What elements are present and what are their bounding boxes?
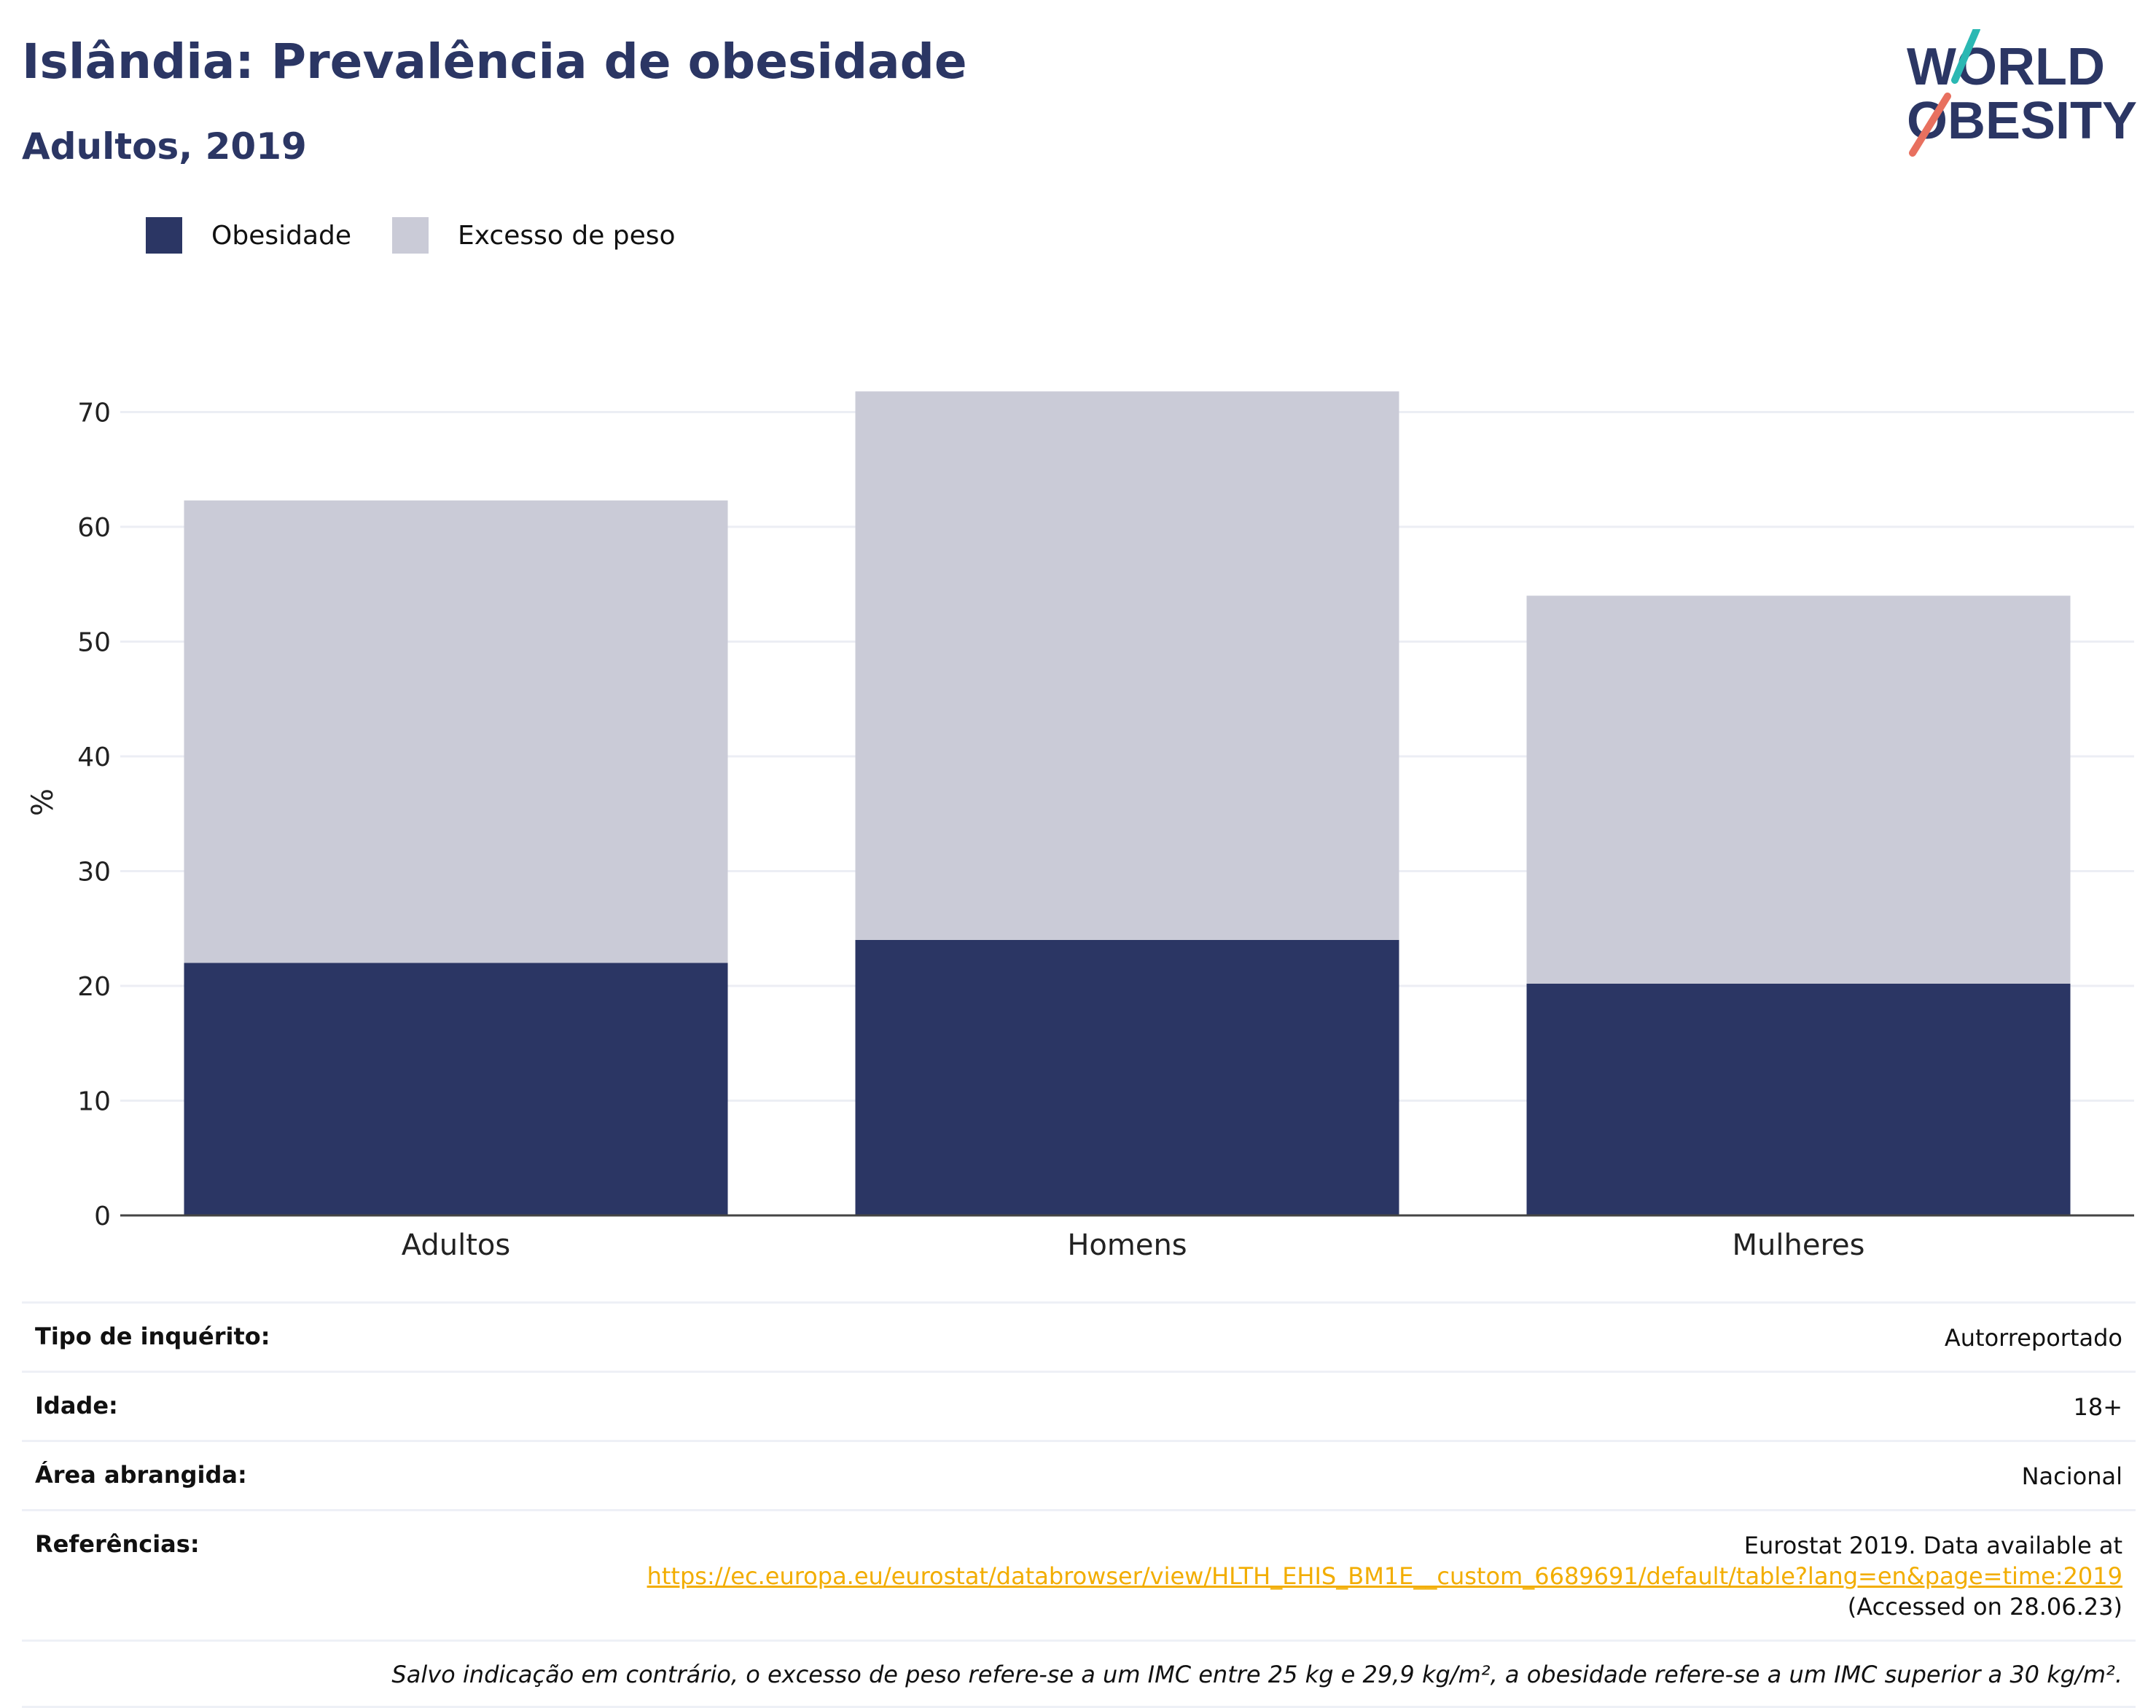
y-tick-label: 70 <box>77 399 111 428</box>
page-subtitle: Adultos, 2019 <box>22 125 307 168</box>
bar-chart: 0 10 20 30 40 50 60 70% Adultos Homens Mulheres <box>26 391 2134 1262</box>
y-tick-label: 20 <box>77 972 111 1002</box>
y-tick-label: 30 <box>77 858 111 888</box>
info-divider <box>22 1640 2136 1642</box>
x-tick-label: Adultos <box>402 1229 511 1262</box>
bar-obesidade-homens <box>855 940 1399 1215</box>
footnote: Salvo indicação em contrário, o excesso … <box>391 1661 2122 1688</box>
world-obesity-logo: WORLD OBESITY <box>1907 29 2137 157</box>
info-divider <box>22 1440 2136 1442</box>
references-accessed: (Accessed on 28.06.23) <box>1847 1593 2122 1621</box>
bar-obesidade-mulheres <box>1526 983 2071 1215</box>
page-title: Islândia: Prevalência de obesidade <box>22 34 967 90</box>
legend-item-excesso-de-peso[interactable]: Excesso de peso <box>392 217 676 254</box>
info-value: 18+ <box>2073 1393 2122 1421</box>
info-row-area: Área abrangida: Nacional <box>22 1442 2136 1509</box>
info-divider <box>22 1371 2136 1373</box>
references-value: Eurostat 2019. Data available at https:/… <box>647 1530 2122 1622</box>
info-divider <box>22 1301 2136 1304</box>
legend-label-obesidade: Obesidade <box>211 220 352 251</box>
info-divider <box>22 1509 2136 1511</box>
info-value: Autorreportado <box>1944 1324 2122 1352</box>
y-tick-label: 60 <box>77 513 111 543</box>
bar-excesso-de-peso-adultos <box>184 500 728 963</box>
logo-text-world: WORLD <box>1907 38 2105 96</box>
info-row-age: Idade: 18+ <box>22 1373 2136 1440</box>
legend-swatch-obesidade <box>146 217 182 254</box>
info-row-references: Referências: Eurostat 2019. Data availab… <box>22 1511 2136 1640</box>
references-link[interactable]: https://ec.europa.eu/eurostat/databrowse… <box>647 1562 2122 1590</box>
info-label: Referências: <box>35 1530 200 1558</box>
logo-slash-top <box>1951 29 1980 84</box>
y-tick-label: 0 <box>94 1202 111 1231</box>
references-text: Eurostat 2019. Data available at <box>1743 1532 2122 1559</box>
bar-excesso-de-peso-mulheres <box>1526 595 2071 984</box>
x-tick-label: Homens <box>1067 1229 1187 1262</box>
y-axis-label: % <box>26 788 60 816</box>
y-tick-label: 40 <box>77 743 111 772</box>
info-label: Tipo de inquérito: <box>35 1323 270 1350</box>
info-value: Nacional <box>2021 1462 2122 1490</box>
bar-obesidade-adultos <box>184 963 728 1215</box>
y-tick-label: 10 <box>77 1087 111 1117</box>
info-label: Idade: <box>35 1392 118 1419</box>
info-table: Tipo de inquérito: Autorreportado Idade:… <box>22 1301 2136 1708</box>
y-tick-label: 50 <box>77 628 111 658</box>
chart-legend: Obesidade Excesso de peso <box>146 217 716 254</box>
logo-slash-bottom <box>1909 93 1951 157</box>
legend-swatch-excesso-de-peso <box>392 217 429 254</box>
legend-label-excesso-de-peso: Excesso de peso <box>458 220 676 251</box>
info-row-survey-type: Tipo de inquérito: Autorreportado <box>22 1304 2136 1371</box>
x-tick-label: Mulheres <box>1733 1229 1865 1262</box>
bar-excesso-de-peso-homens <box>855 391 1399 940</box>
info-label: Área abrangida: <box>35 1461 247 1489</box>
legend-item-obesidade[interactable]: Obesidade <box>146 217 351 254</box>
